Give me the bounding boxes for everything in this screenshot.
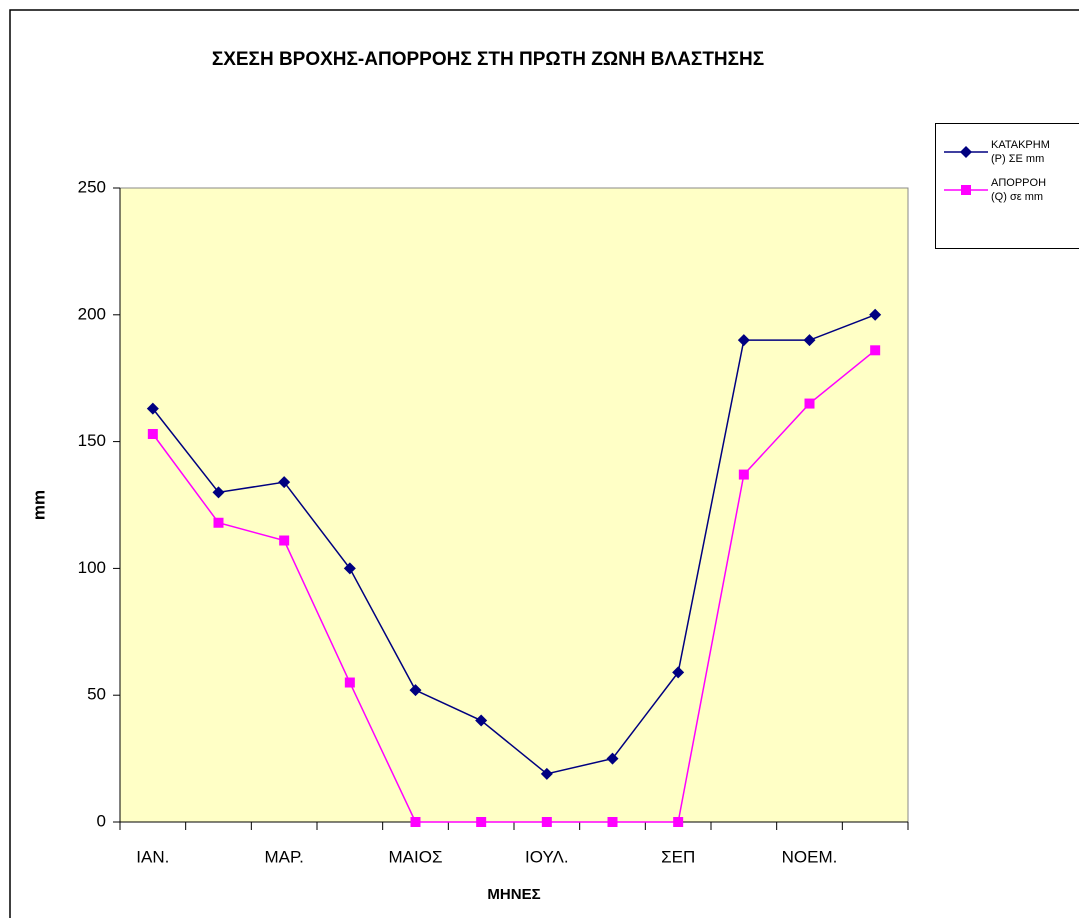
y-tick-label: 100 (78, 558, 106, 577)
x-axis-label: ΜΗΝΕΣ (487, 886, 540, 903)
point (804, 398, 815, 409)
point (607, 817, 618, 827)
point (673, 817, 684, 827)
y-axis-label: mm (29, 490, 48, 520)
plot-area (119, 187, 909, 823)
y-tick-label: 150 (78, 431, 106, 450)
legend-marker (961, 185, 971, 195)
y-tick-label: 50 (87, 685, 106, 704)
point (476, 817, 487, 827)
x-tick-label: ΙΑΝ. (136, 847, 169, 866)
legend-swatch (944, 146, 988, 158)
legend-label: ΚΑΤΑΚΡΗΜ (P) ΣΕ mm (991, 139, 1050, 165)
point (738, 469, 749, 480)
chart-title: ΣΧΕΣΗ ΒΡΟΧΗΣ-ΑΠΟΡΡΟΗΣ ΣΤΗ ΠΡΩΤΗ ΖΩΝΗ ΒΛΑ… (212, 49, 764, 70)
legend-swatch (944, 185, 988, 195)
y-tick-label: 250 (78, 177, 106, 196)
point (147, 428, 158, 439)
legend: ΚΑΤΑΚΡΗΜ (P) ΣΕ mm ΑΠΟΡΡΟΗ (Q) σε mm (935, 123, 1079, 249)
point (541, 817, 552, 827)
point (213, 517, 224, 528)
point (672, 666, 685, 679)
x-tick-label: ΙΟΥΛ. (525, 847, 569, 866)
point (737, 334, 750, 347)
legend-entry: ΑΠΟΡΡΟΗ (Q) σε mm (936, 176, 1079, 206)
point (344, 677, 355, 688)
legend-label: ΑΠΟΡΡΟΗ (Q) σε mm (991, 177, 1047, 203)
point (803, 334, 816, 347)
point (870, 345, 881, 356)
x-tick-label: ΜΑΙΟΣ (389, 847, 443, 866)
point (278, 476, 291, 489)
legend-marker (960, 146, 972, 158)
x-tick-label: ΝΟΕΜ. (782, 847, 838, 866)
point (475, 714, 488, 727)
x-tick-label: ΜΑΡ. (264, 847, 303, 866)
y-tick-label: 0 (97, 811, 106, 830)
point (146, 402, 159, 415)
x-tick-label: ΣΕΠ (661, 847, 695, 866)
point (343, 562, 356, 575)
legend-entry: ΚΑΤΑΚΡΗΜ (P) ΣΕ mm (936, 138, 1079, 168)
point (409, 684, 422, 697)
point (410, 817, 421, 827)
point (540, 767, 553, 780)
point (606, 752, 619, 765)
series-line (152, 314, 876, 775)
series-line (152, 349, 876, 823)
point (212, 486, 225, 499)
y-tick-label: 200 (78, 304, 106, 323)
point (279, 535, 290, 546)
point (869, 308, 882, 321)
